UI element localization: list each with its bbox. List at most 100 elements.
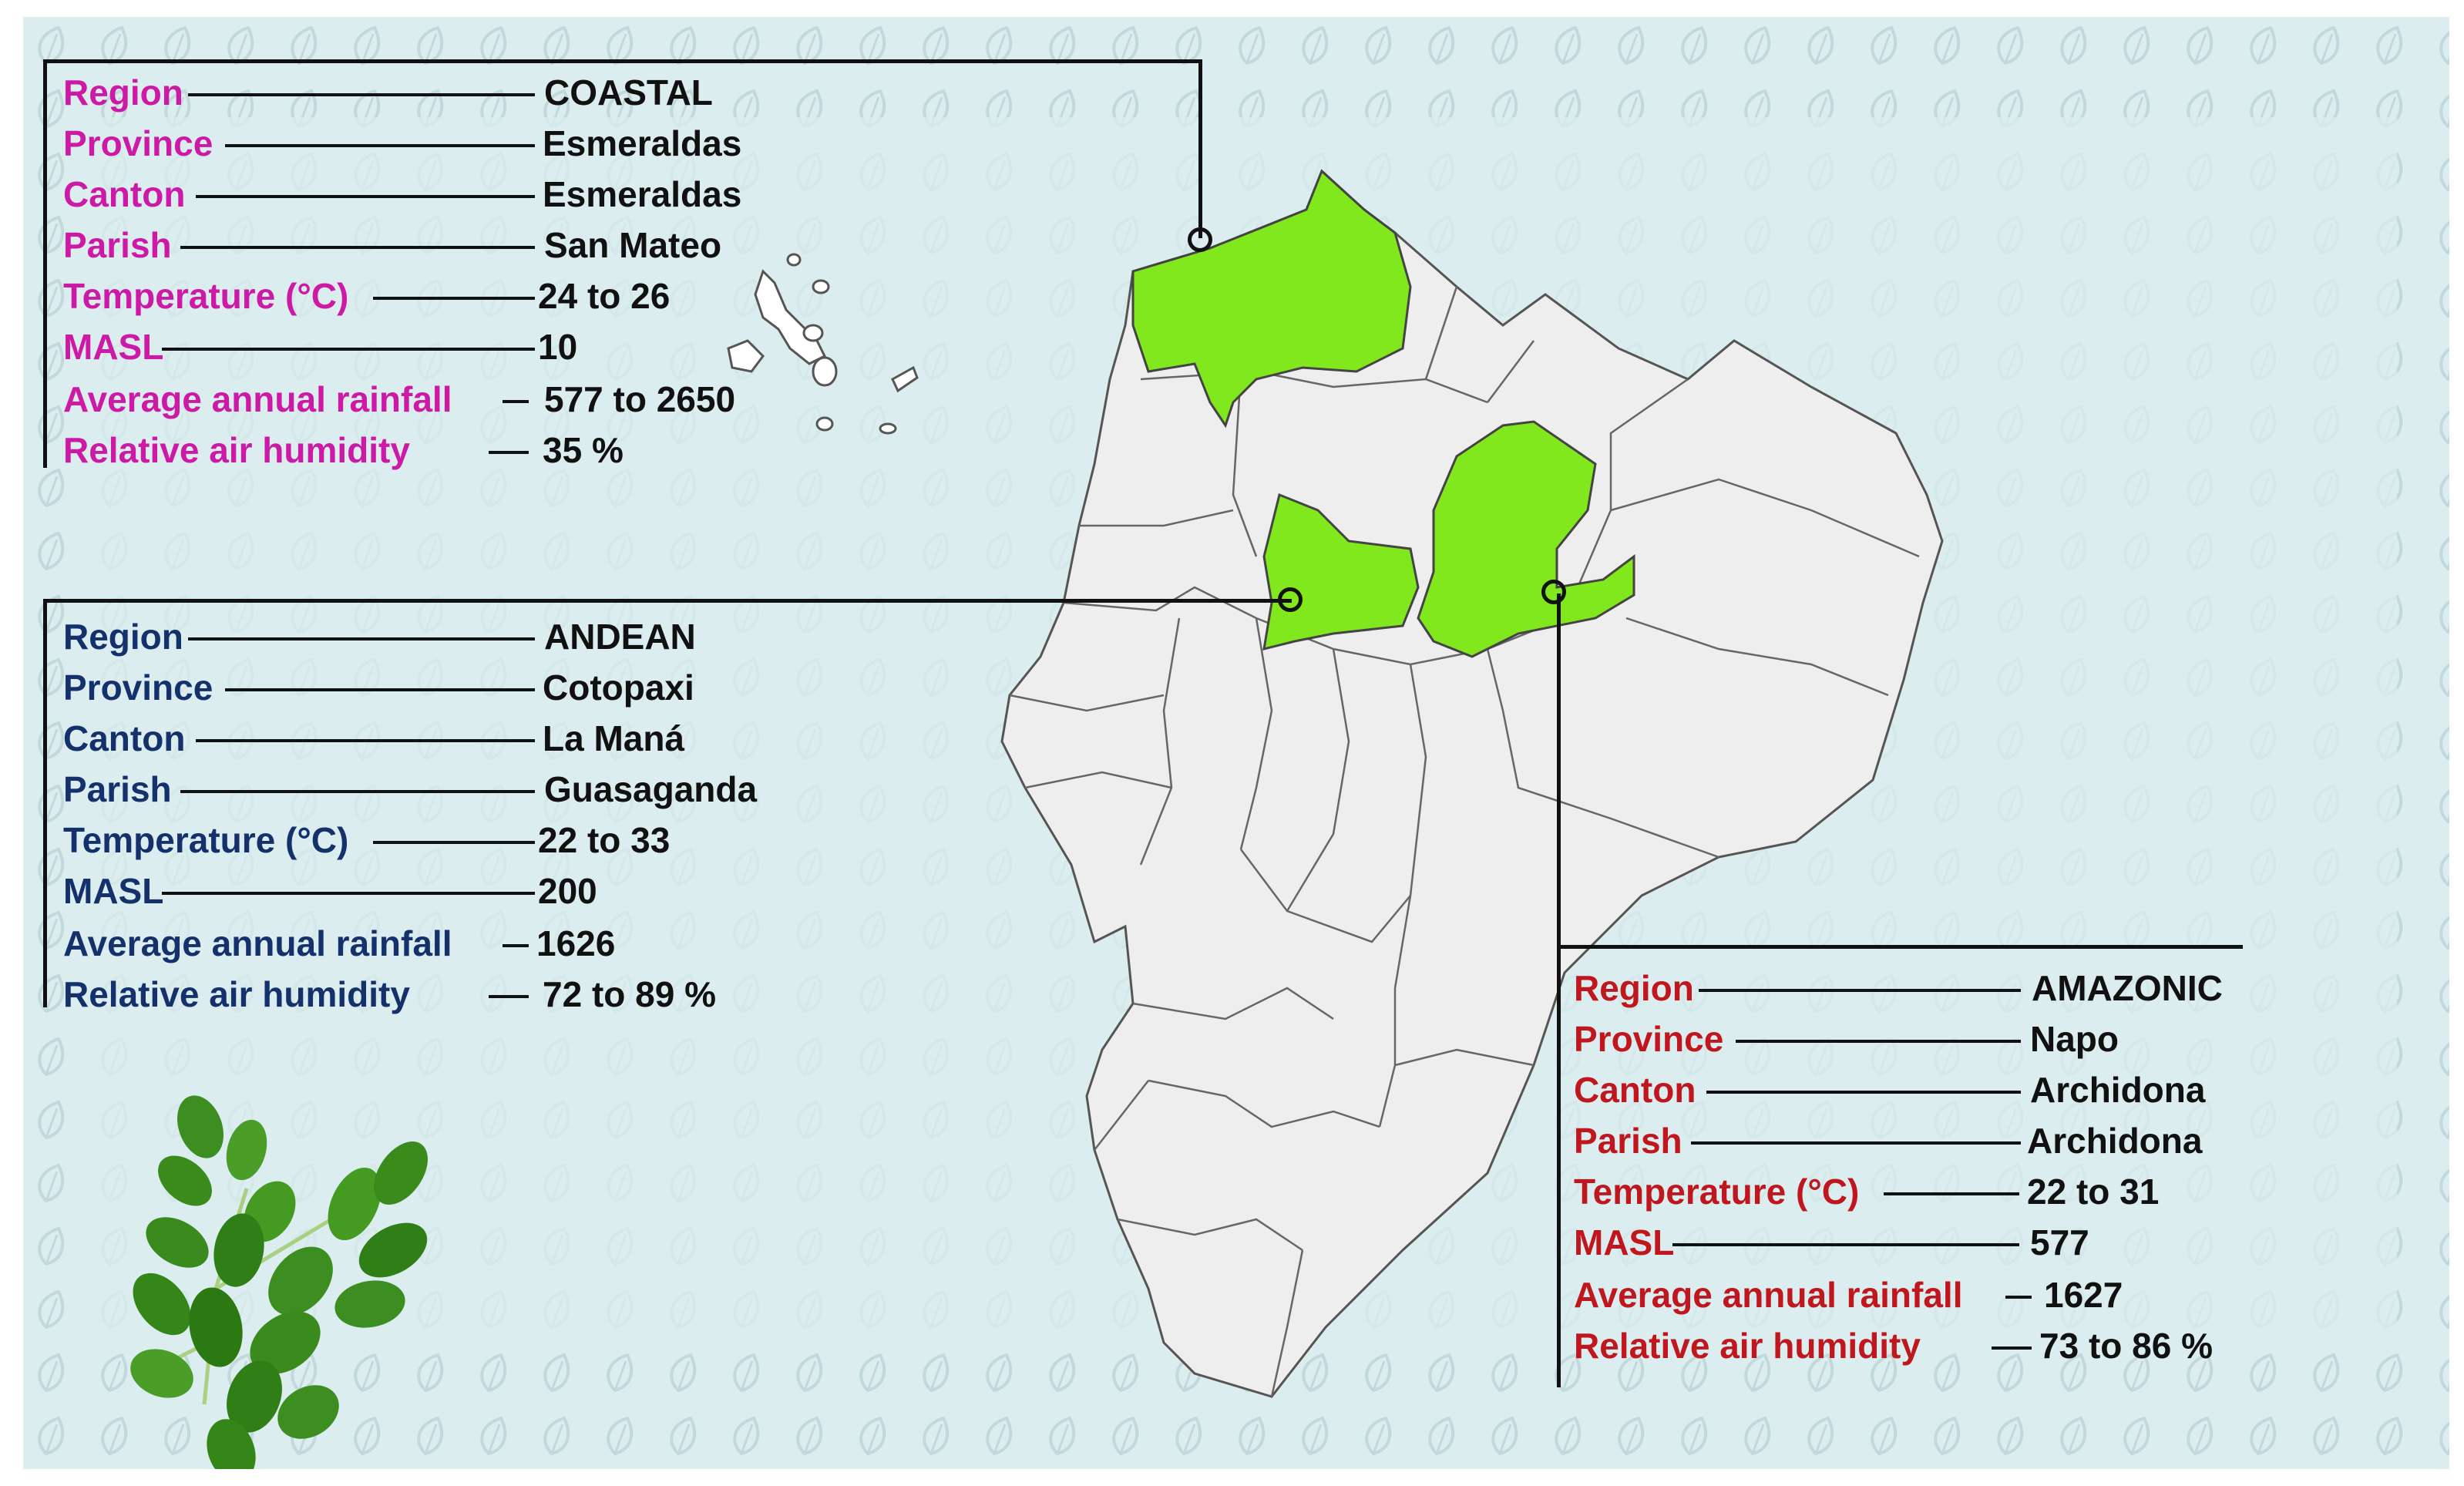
coastal-info-panel: Region COASTAL Province Esmeraldas Canto… (63, 71, 795, 487)
connector-line (1699, 989, 2021, 992)
row-value: Archidona (2027, 1121, 2203, 1161)
amazonic-row-province: Province Napo (1574, 1017, 2314, 1061)
row-value: Archidona (2030, 1070, 2206, 1110)
amazonic-row-humidity: Relative air humidity 73 to 86 % (1574, 1324, 2314, 1367)
cotopaxi-province (1262, 493, 1420, 651)
guasaganda-marker (1278, 587, 1303, 612)
row-label: Temperature (°C) (63, 276, 349, 316)
map-figure: Region COASTAL Province Esmeraldas Canto… (23, 17, 2449, 1469)
amazonic-info-panel: Region AMAZONIC Province Napo Canton Arc… (1574, 967, 2314, 1383)
connector-line (225, 688, 535, 691)
connector-line (503, 400, 529, 403)
amazonic-row-canton: Canton Archidona (1574, 1068, 2314, 1111)
coastal-leader-top (43, 59, 1202, 63)
andean-info-panel: Region ANDEAN Province Cotopaxi Canton L… (63, 615, 795, 1031)
row-value: ANDEAN (544, 617, 696, 657)
galapagos-islands (727, 253, 919, 435)
amazonic-row-masl: MASL 577 (1574, 1221, 2314, 1264)
andean-row-region: Region ANDEAN (63, 615, 795, 658)
row-label: Average annual rainfall (63, 379, 452, 419)
row-label: Canton (1574, 1070, 1696, 1110)
andean-bracket (43, 599, 47, 1007)
coastal-bracket (43, 59, 47, 468)
connector-line (1672, 1243, 2019, 1246)
row-label: Average annual rainfall (1574, 1275, 1963, 1315)
san-mateo-marker (1188, 227, 1212, 252)
connector-line (1736, 1040, 2021, 1043)
row-label: Parish (63, 769, 172, 809)
amazonic-row-temperature: Temperature (°C) 22 to 31 (1574, 1170, 2314, 1213)
amazonic-row-rainfall: Average annual rainfall 1627 (1574, 1273, 2314, 1316)
row-value: Esmeraldas (543, 174, 742, 214)
connector-line (1992, 1346, 2032, 1350)
coastal-leader-down (1198, 59, 1202, 238)
connector-line (196, 739, 535, 742)
row-label: Province (63, 667, 213, 708)
connector-line (162, 348, 535, 351)
row-value: Esmeraldas (543, 123, 742, 163)
row-value: 1627 (2044, 1275, 2123, 1315)
amazonic-leader-top (1557, 945, 2243, 949)
row-label: Region (63, 72, 183, 113)
row-value: 577 (2030, 1222, 2089, 1262)
row-label: MASL (1574, 1222, 1675, 1262)
row-value: Guasaganda (544, 769, 758, 809)
coastal-row-temperature: Temperature (°C) 24 to 26 (63, 274, 795, 318)
connector-line (162, 892, 535, 895)
amazonic-row-parish: Parish Archidona (1574, 1119, 2314, 1162)
amazonic-row-region: Region AMAZONIC (1574, 967, 2314, 1010)
andean-leader-top (43, 599, 1292, 603)
row-value: 10 (538, 327, 578, 367)
row-label: Canton (63, 174, 186, 214)
row-label: MASL (63, 327, 164, 367)
row-label: MASL (63, 871, 164, 911)
row-label: Relative air humidity (63, 430, 410, 470)
connector-line (503, 944, 529, 947)
row-value: AMAZONIC (2032, 968, 2223, 1008)
connector-line (373, 841, 535, 844)
connector-line (180, 790, 535, 793)
row-value: San Mateo (544, 225, 722, 265)
province-borders (1009, 286, 1920, 1397)
row-value: 200 (538, 871, 597, 911)
row-label: Relative air humidity (63, 974, 410, 1014)
coastal-row-canton: Canton Esmeraldas (63, 173, 795, 216)
connector-line (180, 246, 535, 249)
connector-line (196, 195, 535, 198)
coastal-row-masl: MASL 10 (63, 325, 795, 368)
row-value: Napo (2030, 1019, 2119, 1059)
row-label: Parish (1574, 1121, 1682, 1161)
connector-line (188, 93, 535, 96)
row-label: Relative air humidity (1574, 1326, 1921, 1366)
row-label: Region (1574, 968, 1694, 1008)
connector-line (1884, 1192, 2019, 1195)
row-label: Canton (63, 718, 186, 758)
connector-line (225, 144, 535, 147)
connector-line (1691, 1141, 2021, 1145)
andean-row-rainfall: Average annual rainfall 1626 (63, 922, 795, 965)
andean-row-masl: MASL 200 (63, 869, 795, 913)
andean-row-parish: Parish Guasaganda (63, 768, 795, 811)
row-value: 577 to 2650 (544, 379, 736, 419)
connector-line (2005, 1296, 2032, 1299)
coastal-row-province: Province Esmeraldas (63, 122, 795, 165)
coastal-row-humidity: Relative air humidity 35 % (63, 429, 795, 472)
napo-province (1417, 420, 1635, 658)
row-value: La Maná (543, 718, 685, 758)
row-value: 24 to 26 (538, 276, 671, 316)
ecuador-mainland (1000, 169, 1944, 1398)
andean-row-humidity: Relative air humidity 72 to 89 % (63, 973, 795, 1016)
row-value: Cotopaxi (543, 667, 694, 708)
andean-row-canton: Canton La Maná (63, 717, 795, 760)
row-value: 35 % (543, 430, 624, 470)
moringa-leaf-icon (130, 1095, 428, 1469)
andean-row-province: Province Cotopaxi (63, 666, 795, 709)
row-value: 73 to 86 % (2039, 1326, 2213, 1366)
row-value: 1626 (536, 923, 616, 963)
row-label: Temperature (°C) (63, 820, 349, 860)
connector-line (373, 297, 535, 300)
coastal-row-region: Region COASTAL (63, 71, 795, 114)
row-value: 72 to 89 % (543, 974, 716, 1014)
row-value: 22 to 33 (538, 820, 671, 860)
row-label: Province (63, 123, 213, 163)
